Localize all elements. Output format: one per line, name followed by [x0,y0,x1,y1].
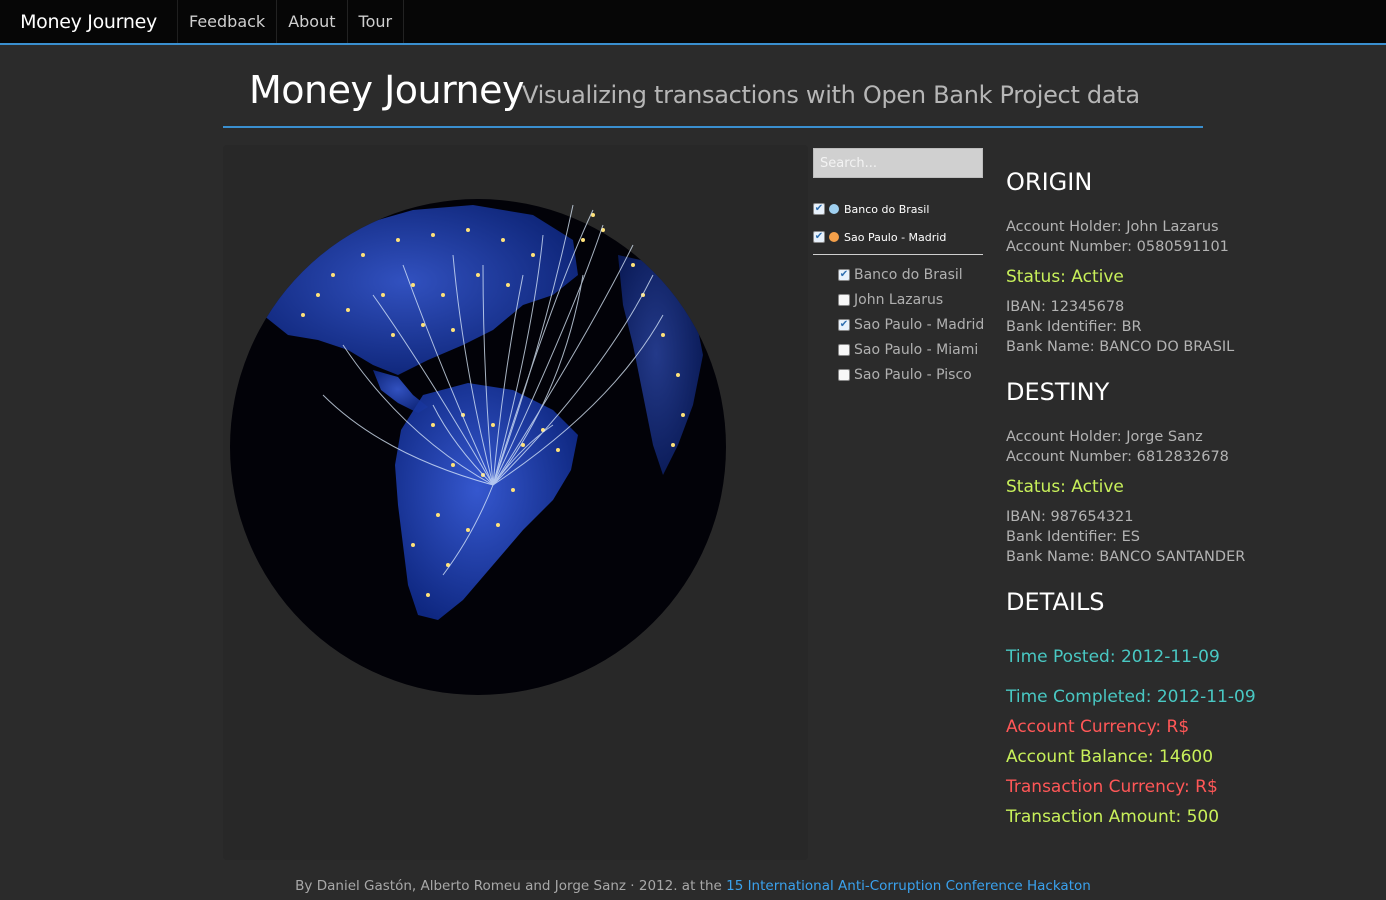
account-currency: Account Currency: R$ [1006,717,1190,737]
nav-link-feedback[interactable]: Feedback [178,0,278,43]
origin-heading: ORIGIN [1006,168,1093,196]
origin-iban: IBAN: 12345678 [1006,299,1125,315]
legend: ✔ Banco do Brasil ✔ Sao Paulo - Madrid [813,195,983,251]
origin-holder: Account Holder: John Lazarus [1006,219,1219,235]
legend-item[interactable]: ✔ Banco do Brasil [813,195,983,223]
transaction-amount: Transaction Amount: 500 [1006,807,1220,827]
destiny-number: Account Number: 6812832678 [1006,449,1229,465]
page-title: Money Journey [249,68,525,112]
filter-checkbox[interactable] [838,343,850,356]
filter-label: Sao Paulo - Pisco [854,366,972,383]
legend-item[interactable]: ✔ Sao Paulo - Madrid [813,223,983,251]
nav-links: Feedback About Tour [178,0,405,43]
time-posted: Time Posted: 2012-11-09 [1006,647,1220,667]
destiny-bank-id: Bank Identifier: ES [1006,529,1140,545]
origin-bank-id: Bank Identifier: BR [1006,319,1142,335]
filter-checkbox[interactable]: ✔ [838,318,850,331]
filter-item[interactable]: John Lazarus [838,287,998,312]
navbar: Money Journey Feedback About Tour [0,0,1386,45]
footer-conference-link[interactable]: 15 International Anti-Corruption Confere… [726,878,1091,894]
filter-item[interactable]: ✔ Sao Paulo - Madrid [838,312,998,337]
filter-label: John Lazarus [854,291,944,308]
filter-list: ✔ Banco do Brasil John Lazarus ✔ Sao Pau… [838,262,998,387]
legend-color-dot [829,204,839,214]
filter-label: Sao Paulo - Madrid [854,316,985,333]
filter-item[interactable]: Sao Paulo - Miami [838,337,998,362]
origin-status: Status: Active [1006,267,1124,287]
brand-link[interactable]: Money Journey [0,0,178,43]
legend-checkbox[interactable]: ✔ [813,231,825,243]
transaction-arcs [322,204,664,576]
origin-number: Account Number: 0580591101 [1006,239,1229,255]
destiny-holder: Account Holder: Jorge Sanz [1006,429,1203,445]
globe-visualization[interactable] [223,145,808,860]
destiny-bank-name: Bank Name: BANCO SANTANDER [1006,549,1246,565]
filter-checkbox[interactable]: ✔ [838,268,850,281]
legend-label: Sao Paulo - Madrid [844,230,947,244]
page-subtitle: Visualizing transactions with Open Bank … [522,81,1140,109]
footer: By Daniel Gastón, Alberto Romeu and Jorg… [0,878,1386,894]
time-completed: Time Completed: 2012-11-09 [1006,687,1256,707]
legend-label: Banco do Brasil [844,202,930,216]
details-heading: DETAILS [1006,588,1105,616]
legend-checkbox[interactable]: ✔ [813,203,825,215]
nav-link-tour[interactable]: Tour [348,0,405,43]
search-input[interactable] [813,148,983,178]
origin-bank-name: Bank Name: BANCO DO BRASIL [1006,339,1235,355]
legend-divider [813,254,983,255]
destiny-status: Status: Active [1006,477,1124,497]
filter-checkbox[interactable] [838,368,850,381]
footer-credits: By Daniel Gastón, Alberto Romeu and Jorg… [295,878,722,894]
destiny-heading: DESTINY [1006,378,1110,406]
nav-link-about[interactable]: About [277,0,348,43]
filter-item[interactable]: ✔ Banco do Brasil [838,262,998,287]
filter-checkbox[interactable] [838,293,850,306]
globe-canvas[interactable] [223,145,808,860]
filter-item[interactable]: Sao Paulo - Pisco [838,362,998,387]
filter-label: Banco do Brasil [854,266,963,283]
page-header: Money Journey Visualizing transactions w… [223,56,1203,128]
destiny-iban: IBAN: 987654321 [1006,509,1134,525]
filter-label: Sao Paulo - Miami [854,341,979,358]
legend-color-dot [829,232,839,242]
transaction-currency: Transaction Currency: R$ [1006,777,1218,797]
account-balance: Account Balance: 14600 [1006,747,1214,767]
